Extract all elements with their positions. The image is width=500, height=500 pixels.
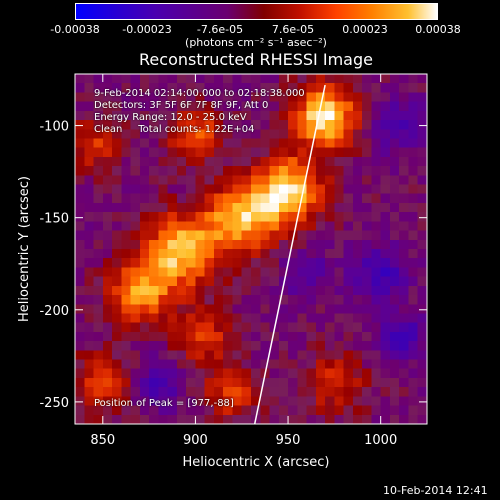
colorbar-gradient xyxy=(75,3,438,20)
annotation-energy-range: Energy Range: 12.0 - 25.0 keV xyxy=(94,112,247,123)
colorbar-tick-label: 0.00023 xyxy=(342,23,388,36)
colorbar-unit-label: (photons cm⁻² s⁻¹ asec⁻²) xyxy=(185,36,327,49)
x-tick-label: 900 xyxy=(183,433,208,448)
y-tick-label: -250 xyxy=(39,396,69,411)
annotation-peak-position: Position of Peak = [977,-88] xyxy=(94,398,234,409)
annotation-total-counts: Clean Total counts: 1.22E+04 xyxy=(94,124,255,135)
annotation-detectors: Detectors: 3F 5F 6F 7F 8F 9F, Att 0 xyxy=(94,100,269,111)
y-axis-label: Heliocentric Y (arcsec) xyxy=(17,176,32,322)
plot-title: Reconstructed RHESSI Image xyxy=(139,50,373,69)
annotation-time-range: 9-Feb-2014 02:14:00.000 to 02:18:38.000 xyxy=(94,88,305,99)
colorbar-tick-label: -0.00023 xyxy=(122,23,172,36)
colorbar-tick-label: -0.00038 xyxy=(50,23,100,36)
y-tick-label: -100 xyxy=(39,120,69,135)
colorbar-tick-label: -7.6e-05 xyxy=(196,23,244,36)
y-tick-label: -200 xyxy=(39,304,69,319)
x-tick-label: 950 xyxy=(276,433,301,448)
x-axis-label: Heliocentric X (arcsec) xyxy=(183,455,330,470)
colorbar-tick-label: 7.6e-05 xyxy=(271,23,315,36)
footer-timestamp: 10-Feb-2014 12:41 xyxy=(383,484,488,497)
x-tick-label: 1000 xyxy=(364,433,397,448)
x-tick-label: 850 xyxy=(90,433,115,448)
y-tick-label: -150 xyxy=(39,212,69,227)
colorbar-tick-label: 0.00038 xyxy=(415,23,461,36)
